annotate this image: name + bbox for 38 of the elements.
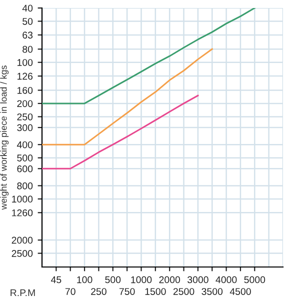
y-tick-label: 63 [22, 32, 33, 39]
y-tick-label: 1000 [12, 196, 33, 203]
y-tick-label: 1260 [12, 209, 33, 216]
x-tick-label: 1500 [145, 288, 166, 295]
line-series [42, 48, 213, 146]
x-tick-label: 2500 [173, 288, 194, 295]
y-tick-label: 250 [17, 113, 33, 120]
y-tick-label: 2000 [12, 236, 33, 244]
x-tick-label: 4500 [230, 288, 251, 295]
y-tick-label: 80 [22, 46, 33, 53]
x-tick-label: 1000 [131, 276, 152, 284]
y-tick-label: 600 [17, 165, 33, 172]
y-tick-label: 800 [17, 182, 33, 190]
y-tick-label: 2500 [12, 250, 33, 257]
y-tick-label: 126 [17, 72, 33, 80]
y-axis-title: weight of working piece in load / kgs [0, 66, 9, 210]
y-tick-label: 200 [17, 100, 33, 108]
x-tick-label: 3000 [188, 276, 208, 284]
x-tick-label: 250 [91, 288, 106, 295]
x-tick-label: 3500 [202, 288, 223, 295]
y-tick-label: 40 [22, 4, 33, 12]
y-tick-label: 160 [17, 86, 33, 94]
x-tick-label: 70 [65, 288, 76, 295]
y-tick-label: 500 [17, 154, 33, 162]
x-axis-title: R.P.M [10, 289, 35, 296]
x-tick-label: 45 [50, 276, 62, 284]
y-tick-label: 50 [22, 18, 33, 25]
x-tick-label: 4000 [216, 276, 237, 284]
y-tick-label: 300 [17, 124, 33, 132]
line-series [42, 8, 256, 104]
y-tick-label: 100 [17, 59, 33, 66]
x-tick-label: 500 [105, 276, 121, 284]
y-tick-label: 400 [16, 141, 33, 148]
x-tick-label: 5000 [244, 276, 266, 284]
line-series [42, 94, 199, 170]
x-tick-label: 750 [119, 288, 135, 295]
x-tick-label: 2000 [159, 276, 180, 284]
x-tick-label: 100 [77, 276, 92, 284]
